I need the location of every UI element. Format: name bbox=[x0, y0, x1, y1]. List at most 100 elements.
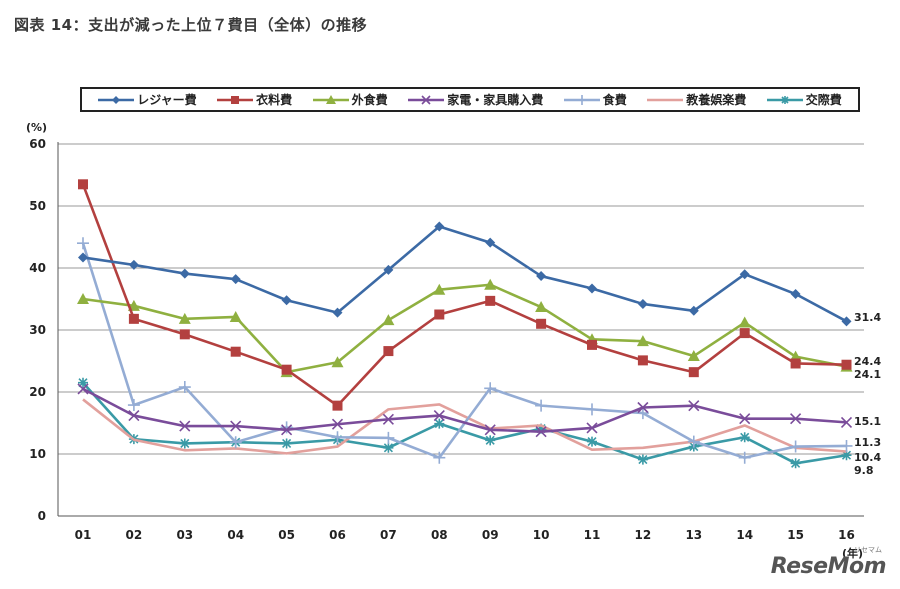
data-point bbox=[331, 431, 344, 444]
data-point bbox=[536, 271, 547, 282]
data-point bbox=[127, 399, 140, 412]
legend-item: 外食費 bbox=[312, 91, 388, 108]
data-point bbox=[383, 442, 394, 453]
data-point bbox=[687, 350, 700, 362]
data-point bbox=[78, 179, 88, 190]
data-point bbox=[179, 420, 191, 432]
data-point bbox=[790, 358, 801, 369]
data-point bbox=[382, 314, 395, 326]
x-tick-label: 01 bbox=[75, 528, 92, 542]
data-point bbox=[586, 403, 598, 416]
legend-swatch bbox=[408, 94, 445, 105]
y-tick-label: 50 bbox=[29, 199, 46, 213]
data-point bbox=[77, 383, 89, 395]
y-tick-label: 40 bbox=[29, 261, 46, 275]
end-value-label: 15.1 bbox=[854, 415, 881, 428]
data-point bbox=[485, 237, 496, 248]
watermark-subtext: リセマム bbox=[854, 546, 882, 554]
legend-label: 衣料費 bbox=[256, 93, 293, 107]
data-point bbox=[434, 309, 445, 320]
data-point bbox=[841, 450, 852, 461]
legend-label: 食費 bbox=[602, 93, 627, 107]
data-point bbox=[484, 278, 497, 290]
data-point bbox=[484, 424, 496, 436]
data-point bbox=[587, 283, 597, 294]
x-tick-label: 08 bbox=[431, 528, 448, 542]
end-value-label: 24.4 bbox=[854, 355, 881, 368]
data-point bbox=[688, 367, 699, 378]
legend-label: レジャー費 bbox=[137, 93, 197, 107]
data-point bbox=[587, 339, 597, 350]
chart-legend: レジャー費 衣料費 外食費 家電・家具購入費 食費 教養娯楽費 交際費 bbox=[80, 87, 860, 112]
legend-label: 家電・家具購入費 bbox=[447, 93, 544, 107]
x-tick-label: 11 bbox=[584, 528, 601, 542]
data-point bbox=[383, 346, 394, 357]
legend-swatch bbox=[766, 95, 803, 104]
x-tick-label: 15 bbox=[787, 528, 804, 542]
data-point bbox=[281, 424, 293, 436]
series-line bbox=[81, 183, 847, 407]
y-tick-label: 0 bbox=[38, 509, 46, 523]
data-point bbox=[738, 451, 751, 464]
data-point bbox=[841, 316, 852, 327]
data-point bbox=[434, 221, 445, 232]
y-tick-label: 20 bbox=[29, 385, 46, 399]
legend-swatch bbox=[312, 94, 349, 104]
data-point bbox=[790, 289, 801, 300]
data-point bbox=[587, 436, 597, 447]
x-tick-label: 13 bbox=[685, 528, 702, 542]
x-axis-unit: (年) bbox=[842, 546, 863, 560]
data-point bbox=[128, 313, 139, 324]
data-point bbox=[789, 440, 802, 453]
data-point bbox=[281, 295, 292, 306]
data-point bbox=[840, 416, 853, 428]
x-tick-label: 05 bbox=[278, 528, 295, 542]
data-point bbox=[739, 328, 750, 339]
y-tick-label: 30 bbox=[29, 323, 46, 337]
data-point bbox=[535, 301, 548, 313]
legend-item: 衣料費 bbox=[217, 91, 292, 108]
x-tick-label: 02 bbox=[126, 528, 143, 542]
data-point bbox=[536, 423, 547, 434]
data-point bbox=[535, 399, 548, 412]
data-point bbox=[586, 422, 598, 434]
series-line bbox=[82, 283, 847, 374]
data-point bbox=[332, 400, 343, 411]
data-point bbox=[78, 252, 88, 263]
series-line bbox=[82, 387, 847, 433]
legend-item: 交際費 bbox=[766, 91, 842, 108]
data-point bbox=[331, 356, 344, 368]
legend-label: 教養娯楽費 bbox=[686, 93, 747, 107]
legend-label: 外食費 bbox=[351, 93, 388, 107]
data-point bbox=[739, 269, 750, 280]
chart-title: 図表 14：支出が減った上位７費目（全体）の推移 bbox=[14, 16, 368, 34]
data-point bbox=[77, 293, 89, 304]
x-tick-label: 03 bbox=[176, 528, 193, 542]
legend-swatch bbox=[98, 95, 135, 104]
data-point bbox=[332, 307, 343, 318]
data-point bbox=[178, 381, 191, 394]
data-point bbox=[637, 355, 648, 366]
x-tick-label: 16 bbox=[838, 528, 855, 542]
data-point bbox=[382, 431, 395, 444]
data-point bbox=[78, 377, 88, 388]
legend-item: 食費 bbox=[563, 91, 627, 108]
data-point bbox=[688, 305, 699, 316]
data-point bbox=[790, 458, 801, 469]
data-point bbox=[637, 401, 649, 414]
data-point bbox=[128, 259, 139, 270]
end-value-label: 24.1 bbox=[854, 368, 881, 381]
data-point bbox=[790, 413, 802, 425]
data-point bbox=[230, 274, 241, 285]
data-point bbox=[434, 418, 445, 429]
data-point bbox=[433, 283, 446, 295]
series-line bbox=[82, 381, 847, 465]
x-tick-label: 09 bbox=[482, 528, 499, 542]
data-point bbox=[739, 413, 751, 425]
legend-label: 交際費 bbox=[805, 93, 842, 107]
legend-item: レジャー費 bbox=[98, 91, 197, 108]
x-tick-label: 10 bbox=[533, 528, 550, 542]
data-point bbox=[433, 451, 446, 464]
data-point bbox=[331, 418, 344, 430]
